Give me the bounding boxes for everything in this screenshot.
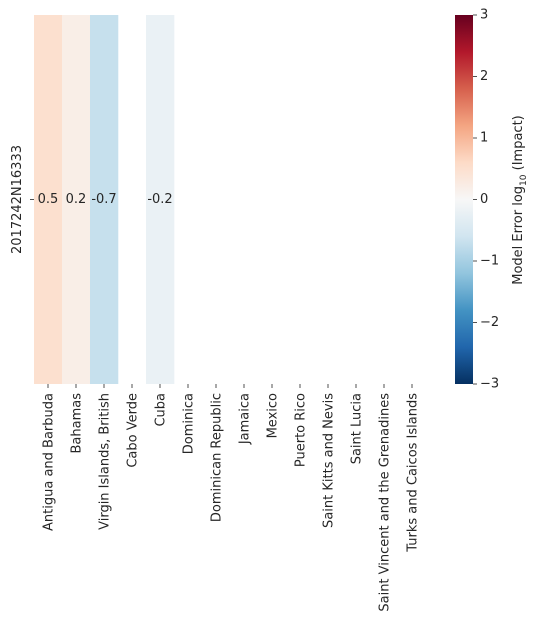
colorbar-label-sub: 10: [519, 174, 529, 186]
cell-value-label: -0.2: [147, 192, 172, 207]
x-axis: Antigua and Barbuda Bahamas Virgin Islands…: [42, 384, 421, 612]
cell-value-label: 0.5: [38, 192, 59, 207]
x-tick-label: Saint Lucia: [350, 393, 365, 464]
heatmap-cell: [146, 15, 175, 384]
heatmap-cell: [34, 15, 63, 384]
cell-value-label: 0.2: [66, 192, 87, 207]
colorbar-label: Model Error log10 (Impact): [511, 115, 529, 285]
x-tick-label: Virgin Islands, British: [98, 393, 113, 530]
heatmap-cell: [90, 15, 119, 384]
colorbar-tick-label: 1: [480, 131, 488, 146]
colorbar-gradient: [455, 15, 473, 384]
x-tick-label: Turks and Caicos Islands: [406, 393, 421, 553]
heatmap-cells: 0.5 0.2 -0.7 -0.2: [34, 15, 175, 384]
colorbar-label-prefix: Model Error log: [511, 186, 526, 285]
x-tick-label: Bahamas: [70, 393, 85, 454]
colorbar-ticks: 3 2 1 0 −1 −2 −3: [473, 8, 499, 392]
x-tick-label: Saint Kitts and Nevis: [322, 393, 337, 528]
cell-value-label: -0.7: [91, 192, 116, 207]
x-tick-label: Saint Vincent and the Grenadines: [378, 393, 393, 612]
x-tick-label: Mexico: [266, 393, 281, 438]
x-tick-label: Cuba: [154, 393, 169, 427]
x-tick-label: Dominica: [182, 393, 197, 454]
colorbar-tick-label: −3: [480, 377, 499, 392]
colorbar-tick-label: 3: [480, 8, 488, 23]
y-tick-label: 2017242N16333: [10, 145, 25, 254]
colorbar-tick-label: −2: [480, 315, 499, 330]
x-tick-label: Cabo Verde: [126, 393, 141, 468]
colorbar-tick-label: 0: [480, 192, 488, 207]
colorbar-label-suffix: (Impact): [511, 115, 526, 174]
x-tick-label: Jamaica: [238, 393, 253, 445]
colorbar-tick-label: 2: [480, 69, 488, 84]
x-tick-label: Dominican Republic: [210, 393, 225, 522]
y-axis: 2017242N16333: [10, 145, 34, 254]
x-tick-label: Puerto Rico: [294, 393, 309, 467]
heatmap-cell: [62, 15, 91, 384]
colorbar-tick-label: −1: [480, 254, 499, 269]
x-tick-label: Antigua and Barbuda: [42, 393, 57, 531]
